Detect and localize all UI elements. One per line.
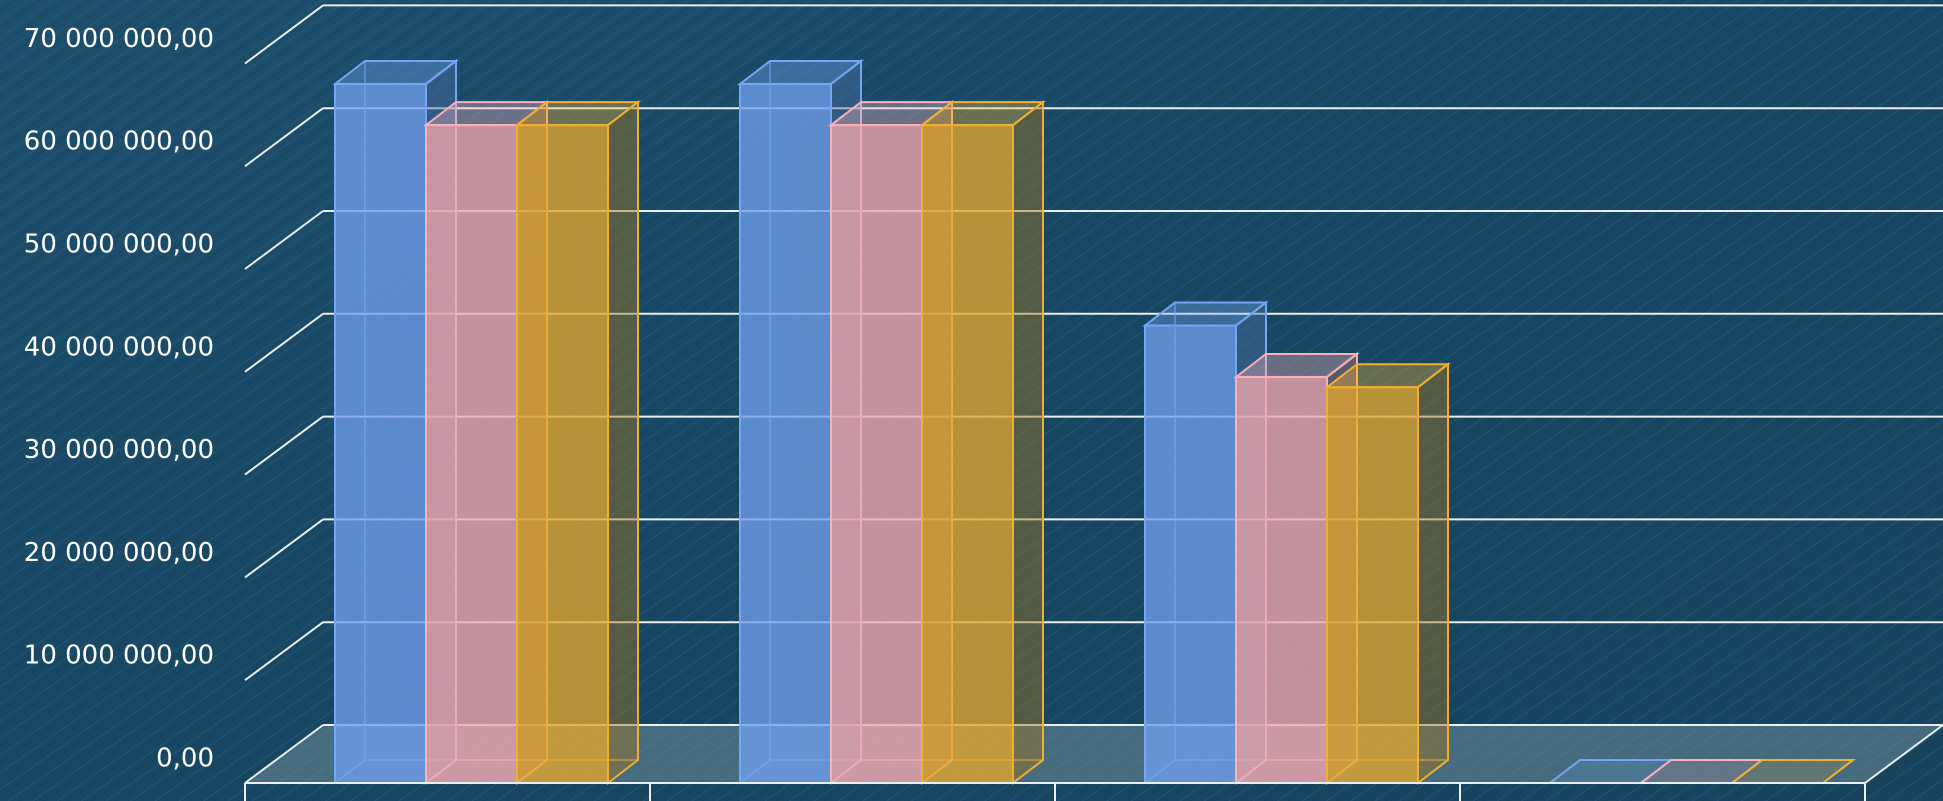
gridline-side xyxy=(244,621,324,682)
gridline-side xyxy=(244,4,324,65)
bar-inner-edge xyxy=(334,759,366,784)
y-tick-label: 60 000 000,00 xyxy=(24,127,214,157)
bar-side xyxy=(607,100,639,786)
bar-inner-edge xyxy=(425,759,457,784)
floor-edge xyxy=(1864,724,1943,784)
bar xyxy=(334,82,427,784)
y-tick-label: 20 000 000,00 xyxy=(24,538,214,568)
gridline-side xyxy=(244,415,324,476)
gridline-side xyxy=(244,724,324,784)
y-tick-label: 70 000 000,00 xyxy=(24,24,214,54)
bar-inner-edge xyxy=(1326,759,1358,784)
gridline-side xyxy=(244,107,324,168)
bar xyxy=(1235,375,1328,784)
gridline-side xyxy=(244,312,324,373)
bar-inner-edge xyxy=(516,759,548,784)
chart-floor xyxy=(245,725,1943,783)
bar xyxy=(1326,386,1419,784)
bar xyxy=(830,124,923,784)
y-tick-label: 40 000 000,00 xyxy=(24,332,214,362)
bar-side xyxy=(1417,362,1449,786)
bar-inner-edge xyxy=(1235,759,1267,784)
bar-inner-edge xyxy=(739,759,771,784)
bar-side xyxy=(1012,100,1044,786)
y-tick-label: 50 000 000,00 xyxy=(24,230,214,260)
bar xyxy=(921,124,1014,784)
bar-inner-edge xyxy=(830,759,862,784)
y-tick-label: 10 000 000,00 xyxy=(24,641,214,671)
y-tick-label: 0,00 xyxy=(156,744,214,774)
bar-inner-edge xyxy=(921,759,953,784)
gridline-side xyxy=(244,210,324,270)
bar xyxy=(1144,324,1237,784)
bar xyxy=(739,82,832,784)
bar xyxy=(425,124,518,784)
gridline-side xyxy=(244,518,324,579)
bar-inner-edge xyxy=(1144,759,1176,784)
y-tick-label: 30 000 000,00 xyxy=(24,435,214,465)
bar xyxy=(516,124,609,784)
